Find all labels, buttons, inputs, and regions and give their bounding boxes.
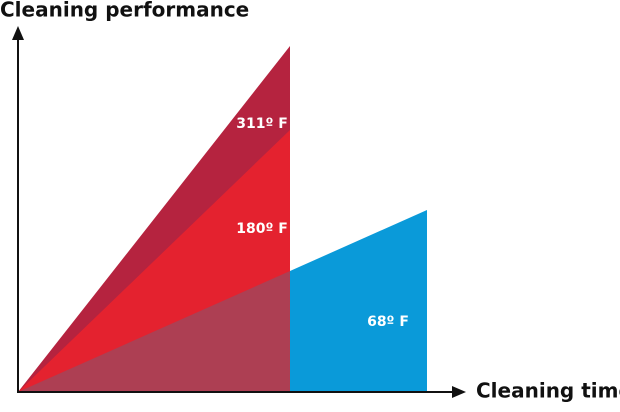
region-label: 68º F bbox=[367, 314, 409, 330]
region-label: 311º F bbox=[236, 116, 288, 132]
y-arrow bbox=[12, 26, 24, 40]
region-overlap bbox=[18, 271, 290, 392]
x-arrow bbox=[452, 386, 466, 398]
region-68 bbox=[290, 210, 427, 392]
x-axis-label: Cleaning time bbox=[476, 379, 620, 403]
region-label: 180º F bbox=[236, 221, 288, 237]
y-axis-label: Cleaning performance bbox=[0, 0, 249, 22]
